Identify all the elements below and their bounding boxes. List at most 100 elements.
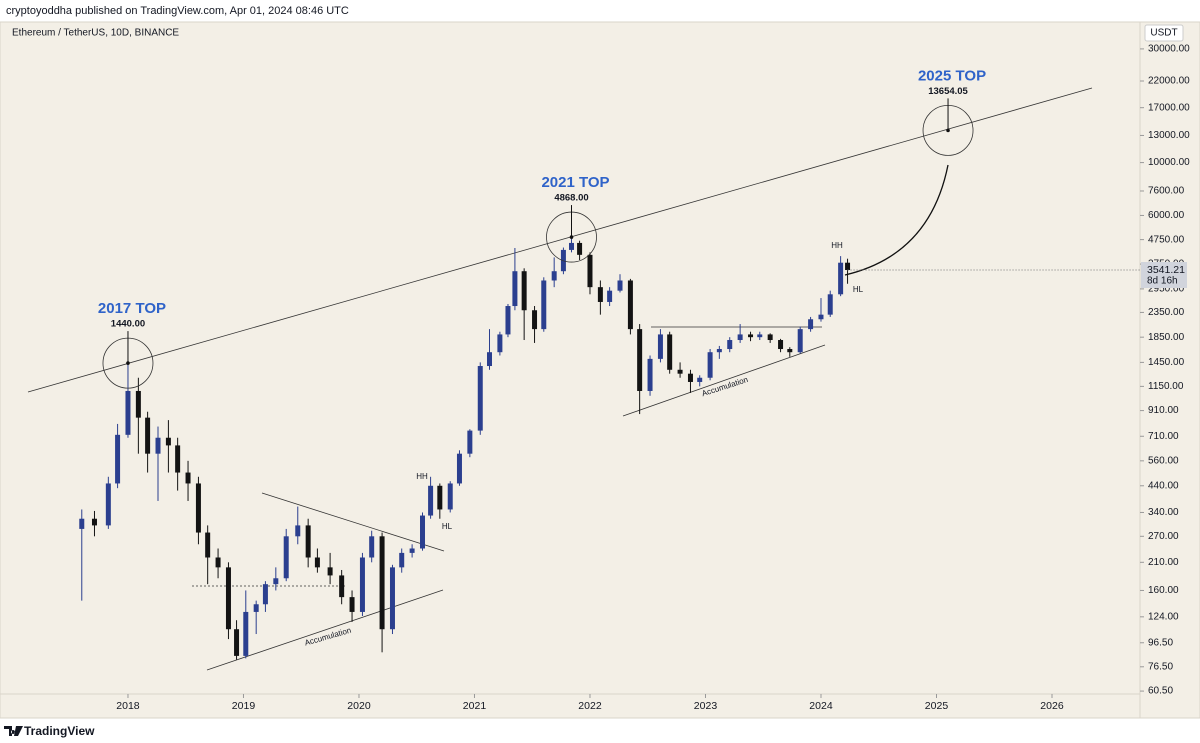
y-tick-label: 1450.00 (1148, 357, 1185, 368)
candle-body (767, 334, 773, 341)
candle-body (716, 349, 722, 353)
top-value: 4868.00 (554, 193, 588, 204)
candle-body (262, 584, 268, 605)
candle-body (667, 334, 673, 370)
candle-body (399, 552, 405, 568)
top-title: 2017 TOP (98, 300, 166, 317)
y-tick-label: 710.00 (1148, 431, 1179, 442)
footer-brand: TradingView (24, 724, 95, 738)
candle-body (477, 366, 483, 431)
currency: USDT (1150, 28, 1177, 39)
candle-body (234, 629, 240, 656)
x-tick-label: 2025 (925, 700, 949, 712)
candle-body (273, 578, 279, 585)
candle-body (456, 453, 462, 484)
candle-body (283, 536, 289, 579)
candle-body (467, 430, 473, 454)
countdown: 8d 16h (1147, 276, 1178, 287)
x-tick-label: 2020 (347, 700, 371, 712)
candle-body (627, 280, 633, 330)
candle-body (617, 280, 623, 291)
candle-body (797, 329, 803, 353)
y-tick-label: 76.50 (1148, 661, 1173, 672)
candle-body (359, 557, 365, 612)
candle-body (827, 294, 833, 315)
chart-background (0, 21, 1200, 719)
triangle-upper (261, 492, 445, 552)
y-tick-label: 10000.00 (1148, 157, 1190, 168)
candle-body (253, 604, 259, 612)
y-tick-label: 910.00 (1148, 405, 1179, 416)
top-point (569, 235, 574, 239)
candle-body (778, 340, 784, 350)
x-tick-label: 2019 (232, 700, 256, 712)
top-title: 2021 TOP (541, 174, 609, 191)
candle-body (420, 515, 426, 549)
x-tick-label: 2021 (463, 700, 487, 712)
y-tick-label: 270.00 (1148, 531, 1179, 542)
top-title: 2025 TOP (918, 67, 986, 84)
candle-body (155, 437, 161, 454)
candle-body (587, 254, 593, 288)
x-tick-label: 2023 (694, 700, 718, 712)
candle-body (727, 340, 733, 350)
candle-body (145, 417, 151, 454)
candle-body (195, 483, 201, 533)
candle-body (91, 518, 97, 526)
candle-body (521, 271, 527, 311)
y-tick-label: 96.50 (1148, 637, 1173, 648)
candle-body (185, 472, 191, 484)
candle-body (748, 334, 754, 338)
y-tick-label: 17000.00 (1148, 102, 1190, 113)
candle-body (115, 434, 121, 484)
candle-body (305, 525, 311, 558)
candle-body (757, 334, 763, 338)
y-tick-label: 13000.00 (1148, 130, 1190, 141)
candle-body (409, 548, 415, 553)
candle-body (569, 242, 575, 250)
candle-body (737, 334, 743, 341)
x-tick-label: 2026 (1040, 700, 1064, 712)
candle-body (647, 358, 653, 391)
y-tick-label: 6000.00 (1148, 210, 1185, 221)
candle-body (707, 352, 713, 378)
x-tick-label: 2018 (116, 700, 140, 712)
y-tick-label: 30000.00 (1148, 44, 1190, 55)
triangle-lower (206, 589, 444, 671)
candle-body (243, 611, 249, 656)
candle-body (379, 536, 385, 630)
candle-body (532, 310, 538, 330)
candle-body (428, 485, 434, 516)
y-tick-label: 60.50 (1148, 686, 1173, 697)
annotation: HL (853, 285, 864, 294)
candle-body (541, 280, 547, 330)
candle-body (818, 314, 824, 320)
logo (4, 726, 23, 736)
chart-title: Ethereum / TetherUS, 10D, BINANCE (12, 28, 179, 39)
candle-body (845, 262, 851, 271)
candle-body (808, 319, 814, 330)
candle-body (369, 536, 375, 558)
range-lower (622, 344, 826, 417)
candle-body (437, 485, 443, 510)
candle-body (687, 373, 693, 382)
candle-body (135, 390, 141, 418)
candle-body (165, 437, 171, 446)
candle-body (512, 271, 518, 307)
top-point (126, 361, 130, 365)
candle-body (339, 575, 345, 598)
top-value: 13654.05 (928, 86, 968, 97)
candle-body (697, 377, 703, 382)
candle-body (486, 352, 492, 367)
candle-body (125, 390, 131, 435)
candle-body (838, 262, 844, 295)
candle-body (505, 306, 511, 335)
y-tick-label: 2950.00 (1148, 284, 1185, 295)
y-tick-label: 440.00 (1148, 480, 1179, 491)
currency-box (1144, 24, 1184, 42)
x-tick-label: 2024 (809, 700, 833, 712)
y-tick-label: 22000.00 (1148, 76, 1190, 87)
candle-body (657, 334, 663, 359)
